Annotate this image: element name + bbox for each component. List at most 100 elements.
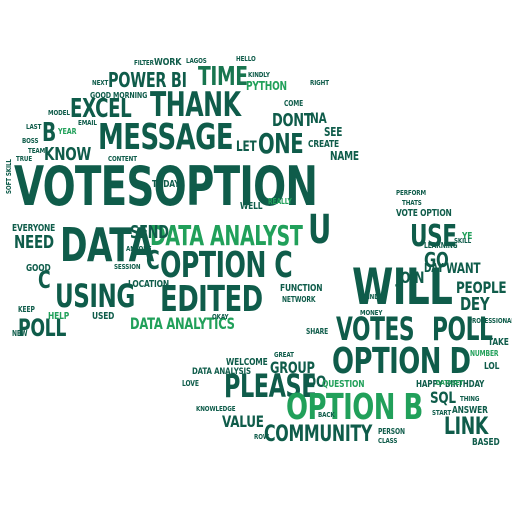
word-row: ROW [254,433,269,441]
word-dey: DEY [460,294,490,315]
word-message: MESSAGE [98,117,234,158]
word-use: USE [410,219,457,254]
word-one: ONE [258,127,304,160]
word-oo: OO [306,372,326,391]
word-okay: OKAY [212,313,229,321]
word-good: GOOD [26,263,51,274]
word-need: NEED [14,232,54,253]
word-will: WILL [352,258,453,316]
word-last: LAST [26,123,42,131]
word-value: VALUE [222,412,264,431]
word-network: NETWORK [282,295,316,304]
word-group: GROUP [270,358,315,377]
word-hello: HELLO [236,55,256,63]
word-keep: KEEP [18,305,35,314]
word-na: NA [310,111,327,127]
word-come: COME [284,99,304,108]
word-used: USED [92,311,115,322]
word-thank: THANK [150,85,241,125]
word-start: START [432,409,452,417]
word-today: TODAY [152,179,180,190]
word-really: REALLY [268,197,292,206]
word-dataset: DATASET [436,379,464,387]
word-professional: PROFESSIONAL [468,317,512,325]
word-people: PEOPLE [456,278,507,297]
word-c-left: C [38,266,51,294]
word-thing: THING [460,395,480,403]
word-data-analyst: DATA ANALYST [150,219,303,252]
word-see: SEE [324,125,343,139]
word-know: KNOW [44,144,92,165]
word-data: DATA [60,218,154,272]
word-team: TEAM [28,147,46,155]
right-speech-bubble [219,184,500,473]
word-link: LINK [444,412,488,440]
word-welcome: WELCOME [226,357,268,368]
word-c-mid: C [146,246,160,276]
word-poll-right: POLL [432,310,493,348]
word-knowledge: KNOWLEDGE [196,405,236,413]
word-session: SESSION [114,263,141,271]
word-create: CREATE [308,139,339,150]
word-join: JOIN [396,268,425,287]
word-option-c: OPTION C [160,245,293,286]
word-day: DAY [424,261,444,275]
word-year: YEAR [58,127,77,136]
word-money: MONEY [360,309,383,317]
word-find: FIND [364,293,379,301]
word-thats: THATS [402,199,422,207]
word-location: LOCATION [128,279,169,290]
word-power-bi: POWER BI [108,68,187,92]
word-filter: FILTER [134,59,154,67]
word-work: WORK [154,57,182,68]
word-love: LOVE [182,379,199,388]
word-share: SHARE [306,327,329,336]
word-class: CLASS [378,437,398,445]
word-true: TRUE [16,155,33,163]
word-email: EMAIL [78,119,97,127]
word-let: LET [236,139,257,155]
word-happy-birthday: HAPPY BIRTHDAY [416,379,485,390]
word-option-d: OPTION D [332,341,471,382]
word-sql: SQL [430,388,456,407]
word-community: COMMUNITY [264,422,373,447]
word-lagos: LAGOS [186,57,207,65]
word-content: CONTENT [108,155,137,163]
word-poll-left: POLL [18,314,67,342]
word-b-left: B [42,118,56,148]
word-kindly: KINDLY [248,71,270,79]
word-perform: PERFORM [396,189,426,197]
word-skill: SKILL [454,237,472,245]
word-soft-skill: SOFT SKILL [5,159,13,194]
word-name: NAME [330,149,359,163]
word-time: TIME [198,62,248,92]
word-answer: ANSWER [452,405,488,416]
word-please: PLEASE [224,367,317,405]
word-want: WANT [446,261,481,277]
word-data-analysis: DATA ANALYSIS [192,367,251,377]
word-dont: DONT [272,110,313,131]
word-data-analytics: DATA ANALYTICS [130,314,235,333]
word-model: MODEL [48,109,70,117]
word-vote-option: VOTE OPTION [396,208,452,219]
word-excel: EXCEL [70,94,132,124]
word-back: BACK [318,411,335,419]
word-new: NEW [12,329,28,338]
word-edited: EDITED [160,279,263,320]
word-votesoption: VOTESOPTION [14,155,318,218]
word-take: TAKE [488,337,509,348]
word-learning: LEARNING [424,241,458,250]
word-next: NEXT [92,79,109,87]
word-based: BASED [472,437,500,448]
word-votes: VOTES [336,310,415,348]
left-speech-bubble [12,54,342,360]
word-everyone: EVERYONE [12,223,56,234]
word-anyone: ANYONE [126,245,152,253]
word-question: QUESTION [322,379,365,390]
word-right: RIGHT [310,79,329,87]
word-send: SEND [130,222,169,243]
word-go: GO [424,248,449,272]
word-ye: YE [462,231,473,242]
